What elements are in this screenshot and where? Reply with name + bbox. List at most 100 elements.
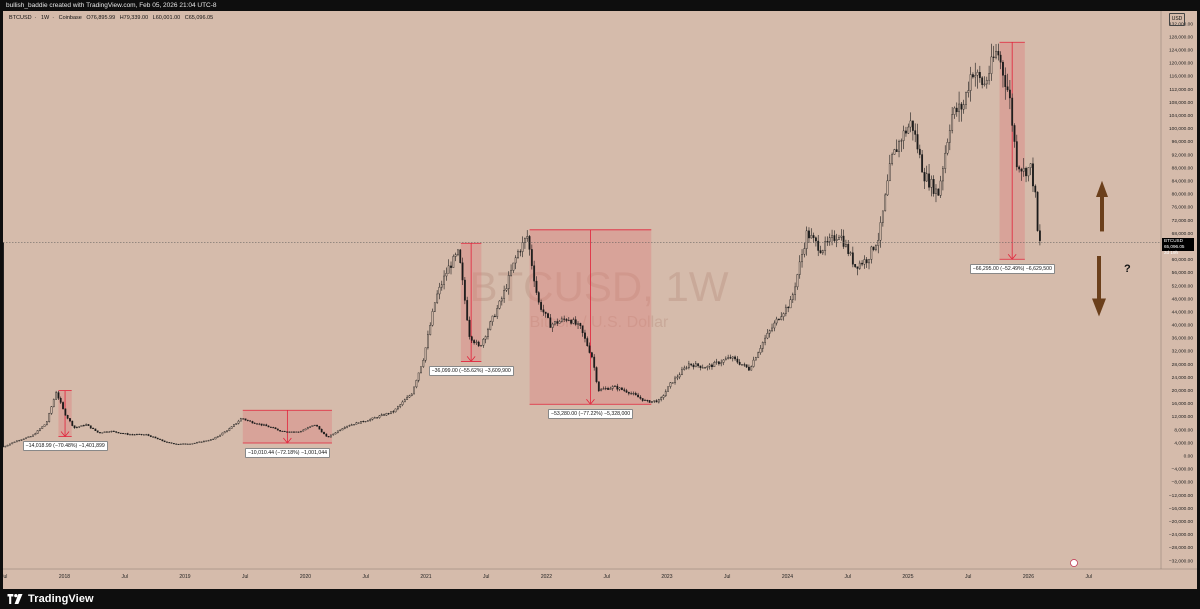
candle-body	[657, 399, 660, 403]
candle-body	[112, 430, 115, 432]
candle-body	[738, 361, 741, 365]
candle-body	[761, 342, 764, 349]
candle-body	[149, 435, 152, 437]
candle-body	[706, 366, 709, 368]
candle-body	[771, 327, 773, 331]
candle-body	[440, 284, 443, 288]
y-tick-label: −4,000.00	[1172, 467, 1194, 473]
candle-body	[223, 431, 226, 434]
candle-body	[565, 319, 568, 321]
chart-panel[interactable]: BTCUSD, 1W Bitcoin / U.S. Dollar 132,000.0…	[3, 11, 1197, 589]
candle-body	[817, 240, 820, 251]
candle-body	[94, 428, 97, 431]
candle-body	[189, 443, 191, 445]
candle-body	[212, 438, 215, 440]
candle-body	[406, 396, 409, 400]
candle-body	[309, 426, 312, 428]
candle-body	[595, 367, 598, 382]
candle-body	[101, 432, 104, 434]
candle-body	[759, 348, 762, 353]
y-tick-label: 24,000.00	[1172, 375, 1194, 381]
candle-body	[808, 230, 810, 239]
candle-body	[805, 230, 808, 249]
candle-body	[507, 275, 510, 289]
candle-body	[1004, 75, 1007, 87]
candle-body	[512, 262, 515, 271]
legend-high: H79,339.00	[119, 15, 149, 21]
candle-body	[96, 430, 99, 433]
candle-body	[918, 148, 921, 155]
y-tick-label: 100,000.00	[1169, 126, 1193, 132]
candle-body	[554, 321, 556, 325]
candle-body	[729, 357, 732, 359]
candle-body	[875, 245, 877, 250]
candle-body	[122, 433, 124, 435]
candle-body	[59, 398, 62, 403]
y-tick-label: 116,000.00	[1169, 74, 1193, 80]
candle-body	[484, 336, 487, 340]
candle-body	[840, 235, 843, 238]
candle-body	[433, 302, 436, 312]
y-tick-label: −12,000.00	[1169, 493, 1193, 499]
candle-body	[6, 444, 9, 447]
candle-body	[618, 387, 621, 390]
candle-body	[256, 423, 258, 425]
candle-body	[239, 418, 242, 422]
candle-body	[838, 237, 840, 240]
legend-close: C65,096.05	[184, 15, 214, 21]
candle-body	[641, 398, 644, 401]
candle-body	[126, 433, 129, 435]
candle-body	[399, 404, 402, 407]
tradingview-logo[interactable]: TradingView	[7, 592, 94, 606]
candle-body	[131, 434, 134, 436]
candle-body	[66, 415, 69, 419]
candlestick-chart[interactable]: BTCUSD, 1W Bitcoin / U.S. Dollar 132,000.0…	[3, 11, 1197, 589]
candle-body	[20, 439, 23, 441]
candle-body	[510, 270, 512, 276]
candle-body	[387, 413, 390, 415]
candle-body	[584, 332, 586, 339]
candle-body	[383, 414, 385, 416]
y-tick-label: 112,000.00	[1169, 87, 1193, 93]
candle-body	[842, 235, 845, 247]
candle-body	[316, 424, 318, 427]
candle-body	[632, 393, 635, 395]
candle-body	[863, 259, 866, 265]
candle-body	[422, 360, 425, 367]
currency-button[interactable]: USD	[1169, 13, 1185, 26]
y-tick-label: 84,000.00	[1172, 178, 1194, 184]
candle-body	[71, 420, 74, 426]
y-tick-label: −20,000.00	[1169, 519, 1193, 525]
candle-body	[544, 311, 547, 314]
candle-body	[357, 422, 360, 424]
y-tick-label: 52,000.00	[1172, 283, 1194, 289]
candle-body	[674, 377, 676, 383]
candle-body	[798, 261, 801, 275]
x-tick-label: 2020	[300, 574, 311, 580]
candle-body	[260, 423, 263, 426]
candle-body	[651, 401, 653, 403]
candle-body	[1011, 97, 1014, 126]
y-tick-label: −32,000.00	[1169, 558, 1193, 564]
candle-body	[108, 431, 111, 433]
candle-body	[671, 382, 674, 384]
candle-body	[886, 180, 889, 196]
candle-body	[253, 422, 256, 424]
candle-body	[175, 443, 178, 445]
candle-body	[110, 430, 113, 433]
candle-body	[9, 443, 11, 446]
candle-body	[32, 434, 34, 437]
candle-body	[609, 388, 612, 390]
candle-body	[87, 424, 90, 426]
candle-body	[200, 441, 203, 443]
candle-body	[244, 418, 247, 421]
candle-body	[588, 345, 591, 353]
y-tick-label: 20,000.00	[1172, 388, 1194, 394]
candle-body	[757, 352, 760, 358]
candle-body	[787, 306, 790, 309]
candle-body	[563, 318, 566, 320]
candle-body	[362, 421, 365, 423]
candle-body	[124, 433, 127, 435]
candle-body	[577, 323, 579, 325]
candle-body	[246, 419, 249, 421]
